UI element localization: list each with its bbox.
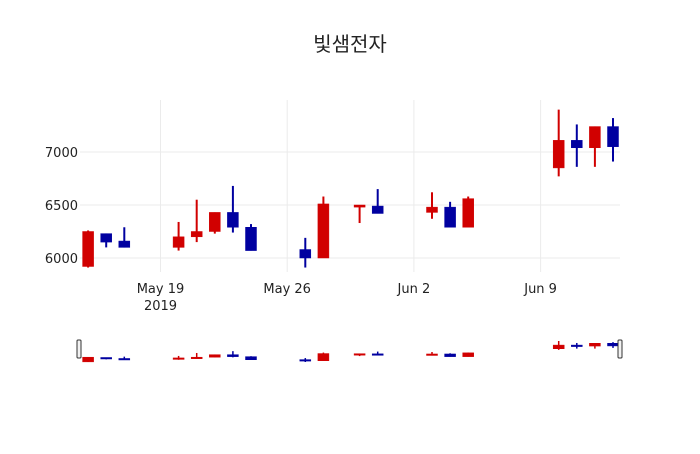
candle-decreasing [571,342,583,349]
candle-increasing [353,353,366,357]
y-tick-label: 7000 [45,146,78,161]
candle-decreasing [299,358,312,362]
candle-increasing [190,352,203,359]
candle-increasing [462,352,474,357]
candle-increasing [589,126,601,167]
candle-decreasing [371,351,384,356]
candle-decreasing [607,118,619,162]
candle-increasing [353,204,366,224]
range-slider[interactable] [76,330,623,370]
candle-decreasing [100,357,112,360]
range-slider-candles [82,341,619,363]
candle-increasing [317,352,330,361]
x-tick-label: Jun 2 [397,282,431,297]
candle-increasing [426,192,438,219]
candle-decreasing [444,353,456,357]
candle-increasing [190,199,203,243]
candle-decreasing [245,356,257,360]
chart-title: 빛샘전자 [313,32,387,56]
candle-decreasing [444,201,456,228]
candle-decreasing [571,124,583,167]
candle-increasing [82,356,94,363]
candle-increasing [209,354,221,358]
candle-increasing [172,355,185,360]
candle-decreasing [118,356,131,361]
candle-increasing [209,212,221,234]
x-axis: May 19 2019 May 26 Jun 2 Jun 9 [137,282,557,314]
candle-decreasing [299,237,312,268]
candle-increasing [172,221,185,251]
candle-decreasing [245,224,257,251]
candle-increasing [426,351,438,356]
candle-decreasing [118,227,131,248]
candle-increasing [589,343,601,349]
range-slider-left-handle[interactable] [76,339,82,359]
gridlines [80,100,620,272]
candle-increasing [552,109,565,177]
x-tick-label: Jun 9 [523,282,557,297]
x-tick-year-label: 2019 [144,299,177,314]
candle-increasing [317,196,330,259]
x-tick-label: May 26 [263,282,311,297]
candle-decreasing [371,189,384,214]
y-axis: 6000 6500 7000 [45,146,78,267]
range-slider-track[interactable] [80,330,620,370]
candle-increasing [82,230,94,268]
y-tick-label: 6000 [45,252,78,267]
x-tick-label: May 19 [137,282,185,297]
y-tick-label: 6500 [45,199,78,214]
candle-decreasing [227,185,239,233]
candle-increasing [552,341,565,350]
candle-decreasing [227,351,239,358]
candle-decreasing [100,233,112,248]
candle-increasing [462,196,474,228]
candles-main [82,109,619,268]
range-slider-right-handle[interactable] [617,339,623,359]
